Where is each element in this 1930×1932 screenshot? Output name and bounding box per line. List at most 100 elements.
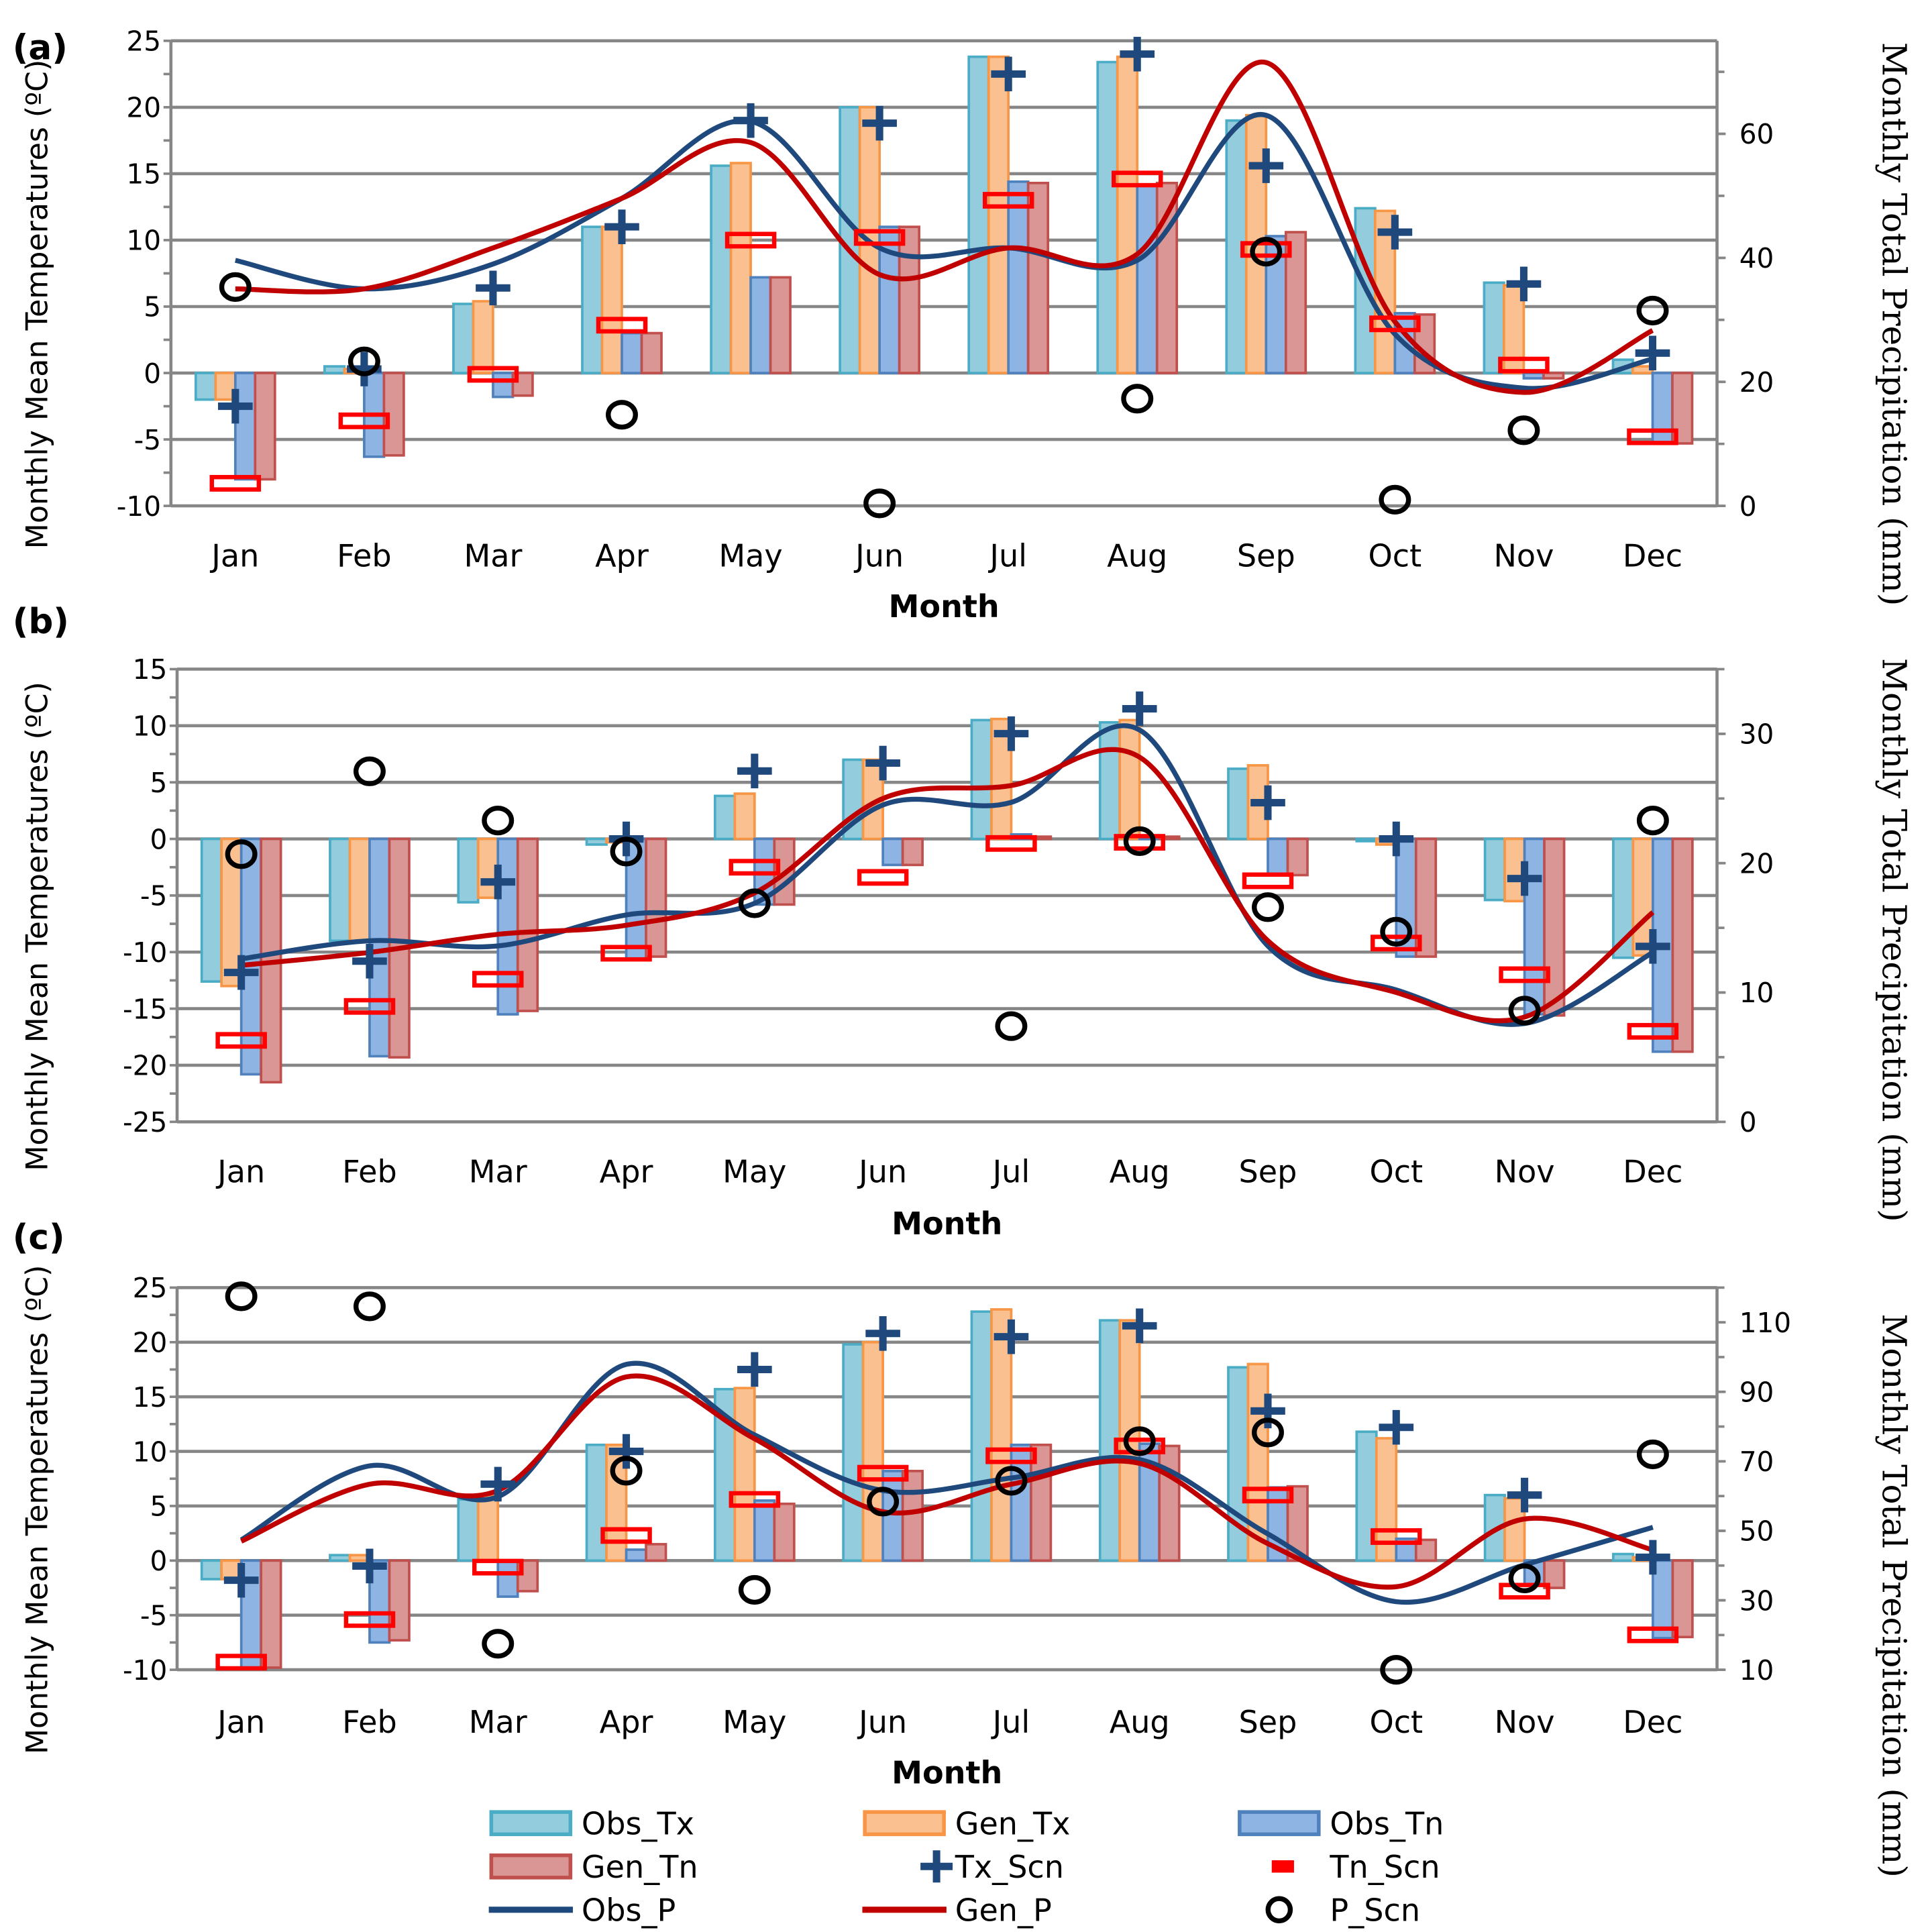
marker-tn-scn	[596, 317, 648, 334]
panel-label: (c)	[13, 1218, 65, 1258]
left-tick-label: 10	[133, 1436, 168, 1468]
bar-obs-tx	[967, 55, 990, 374]
bar-gen-tn	[773, 1502, 796, 1562]
panel-label: (a)	[13, 28, 68, 68]
marker-p-scn	[347, 346, 380, 376]
marker-tn-scn	[1371, 1528, 1422, 1545]
left-tick-label: 10	[126, 225, 161, 257]
marker-tn-scn	[1111, 170, 1163, 188]
marker-tn-scn	[857, 1464, 909, 1482]
bar-gen-tn	[901, 1470, 924, 1562]
y-axis-title: Monthly Mean Temperatures (ºC)	[20, 682, 54, 1171]
marker-p-scn	[606, 400, 638, 430]
marker-p-scn	[225, 1281, 258, 1311]
legend-label: Gen_Tn	[582, 1849, 698, 1885]
legend-swatch	[863, 1810, 946, 1837]
marker-p-scn	[1379, 484, 1411, 515]
bar-gen-tx	[1503, 1497, 1526, 1562]
month-label: Feb	[342, 1704, 397, 1740]
legend-item-p-scn: P_Scn	[1265, 1892, 1420, 1928]
right-tick-label: 60	[1739, 118, 1774, 150]
month-label: Jun	[853, 537, 904, 574]
marker-tx-scn	[1507, 861, 1542, 896]
bar-obs-tx	[329, 1554, 352, 1562]
marker-tx-scn	[1379, 821, 1414, 857]
bar-obs-tn	[1522, 372, 1545, 380]
line-obs-p	[235, 111, 1654, 391]
legend-swatch	[489, 1853, 573, 1880]
bar-obs-tx	[457, 1498, 480, 1562]
bar-gen-tn	[645, 837, 667, 958]
bar-obs-tn	[1651, 372, 1674, 445]
bar-gen-tn	[898, 225, 920, 374]
marker-tx-scn	[737, 1352, 772, 1387]
marker-tn-scn	[338, 412, 390, 429]
marker-p-scn	[1380, 1654, 1413, 1685]
bar-obs-tx	[323, 365, 346, 374]
bar-gen-tn	[1542, 372, 1565, 380]
marker-tx-scn	[604, 209, 639, 244]
bar-obs-tx	[1355, 837, 1378, 843]
right-tick-label: 110	[1739, 1307, 1791, 1339]
bar-obs-tn	[881, 837, 904, 867]
month-label: Dec	[1623, 1154, 1682, 1190]
line-obs-p	[241, 723, 1654, 1027]
marker-p-scn	[995, 1011, 1028, 1041]
legend-circle-icon	[1265, 1896, 1293, 1924]
right-tick-label: 0	[1739, 1106, 1757, 1138]
bar-gen-tn	[640, 331, 663, 374]
marker-tn-scn	[853, 229, 906, 246]
marker-tn-scn	[1114, 834, 1165, 851]
bar-obs-tx	[200, 1559, 223, 1580]
bar-gen-tn	[260, 1559, 282, 1669]
marker-tn-scn	[1499, 966, 1550, 983]
marker-tn-scn	[1627, 428, 1678, 445]
bar-gen-tn	[1414, 1538, 1438, 1562]
marker-tx-scn	[737, 753, 772, 789]
bar-gen-tx	[1118, 718, 1141, 841]
bar-gen-tn	[901, 837, 924, 867]
legend-item-tn-scn: Tn_Scn	[1271, 1849, 1440, 1885]
x-axis-title: Month	[892, 1205, 1002, 1242]
bar-obs-tx	[713, 794, 737, 841]
right-tick-label: 50	[1739, 1515, 1774, 1548]
marker-tx-scn	[991, 56, 1026, 92]
bar-gen-tn	[1671, 1559, 1694, 1639]
marker-tn-scn	[1627, 1022, 1679, 1040]
bar-obs-tx	[194, 372, 217, 401]
bar-obs-tx	[1096, 60, 1119, 374]
left-tick-label: 0	[150, 1545, 167, 1577]
marker-tx-scn	[1250, 785, 1285, 820]
bar-gen-tn	[1158, 1444, 1181, 1562]
bar-gen-tx	[987, 55, 1010, 374]
marker-tn-scn	[729, 859, 781, 876]
left-tick-label: 0	[144, 358, 161, 390]
marker-tn-scn	[472, 1558, 524, 1576]
legend-label: Obs_Tn	[1330, 1805, 1444, 1841]
right-tick-label: 10	[1739, 977, 1774, 1009]
marker-tn-scn	[857, 869, 909, 886]
left-tick-label: -10	[123, 936, 167, 969]
marker-p-scn	[482, 1629, 515, 1659]
marker-tx-scn	[1636, 929, 1670, 964]
marker-p-scn	[610, 837, 643, 867]
legend-plus-icon	[920, 1850, 953, 1883]
month-label: Oct	[1369, 537, 1422, 574]
legend-item-obs-tn: Obs_Tn	[1238, 1805, 1444, 1841]
bar-obs-tn	[1007, 180, 1030, 374]
marker-p-scn	[738, 888, 771, 918]
bar-gen-tx	[1375, 1437, 1398, 1562]
left-tick-label: 25	[133, 1272, 168, 1304]
marker-tn-scn	[215, 1654, 267, 1671]
left-tick-label: 15	[126, 158, 161, 191]
bar-gen-tx	[733, 1387, 756, 1562]
right-tick-label: 30	[1739, 718, 1774, 751]
marker-tn-scn	[472, 971, 524, 988]
bar-gen-tx	[348, 837, 371, 943]
marker-tx-scn	[480, 1466, 516, 1502]
bar-obs-tx	[970, 1310, 993, 1562]
marker-tn-scn	[985, 835, 1037, 852]
marker-tn-scn	[725, 231, 777, 249]
marker-tn-scn	[343, 1611, 396, 1628]
bar-gen-tn	[516, 1559, 539, 1593]
